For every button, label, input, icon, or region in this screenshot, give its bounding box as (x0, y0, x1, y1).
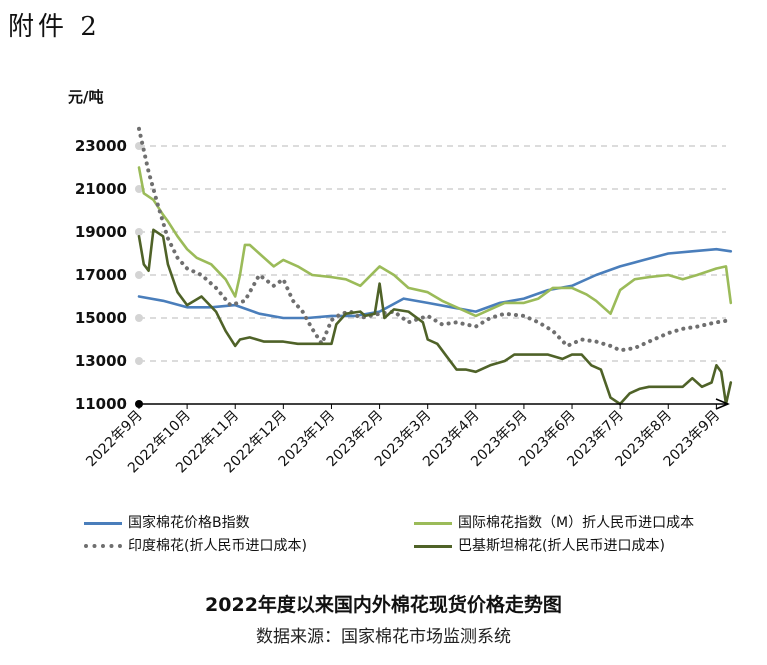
series-pakistan-line (137, 228, 733, 406)
y-tick-marker (135, 228, 143, 236)
y-tick-label: 23000 (75, 137, 127, 155)
attachment-label: 附件 2 (8, 12, 101, 42)
legend-item-pakistan: 巴基斯坦棉花(折人民币进口成本) (414, 535, 665, 555)
legend-label-pakistan: 巴基斯坦棉花(折人民币进口成本) (458, 538, 665, 554)
grid-layer (135, 142, 726, 365)
series-m-index-line (137, 166, 733, 318)
y-tick-label: 17000 (75, 266, 127, 284)
legend-swatch-m-index (414, 521, 452, 525)
y-axis-unit-label: 元/吨 (68, 88, 104, 106)
y-tick-marker (135, 185, 143, 193)
legend-label-india: 印度棉花(折人民币进口成本) (128, 538, 307, 554)
x-axis-arrow (715, 398, 730, 410)
y-tick-label: 13000 (75, 352, 127, 370)
figure-source: 数据来源：国家棉花市场监测系统 (256, 627, 511, 647)
y-tick-label: 19000 (75, 223, 127, 241)
legend-swatch-pakistan (414, 544, 452, 548)
y-tick-marker (135, 357, 143, 365)
y-tick-label: 21000 (75, 180, 127, 198)
legend-item-m-index: 国际棉花指数（M）折人民币进口成本 (414, 512, 694, 532)
legend-item-india: 印度棉花(折人民币进口成本) (84, 535, 307, 555)
legend-label-m-index: 国际棉花指数（M）折人民币进口成本 (458, 515, 695, 531)
series-b-index-line (137, 247, 733, 320)
legend-label-b-index: 国家棉花价格B指数 (128, 515, 250, 531)
price-line-chart: 110001300015000170001900021000230002022年… (75, 126, 733, 476)
series-layer (137, 126, 733, 406)
y-tick-label: 15000 (75, 309, 127, 327)
series-india-line (137, 126, 733, 353)
figure-title: 2022年度以来国内外棉花现货价格走势图 (205, 594, 562, 616)
y-tick-label: 11000 (75, 395, 127, 413)
y-tick-marker (135, 314, 143, 322)
legend-swatch-india (84, 544, 122, 548)
axis-layer: 110001300015000170001900021000230002022年… (75, 137, 730, 476)
y-tick-marker (135, 271, 143, 279)
legend-item-b-index: 国家棉花价格B指数 (84, 512, 250, 532)
legend-swatch-b-index (84, 521, 122, 525)
